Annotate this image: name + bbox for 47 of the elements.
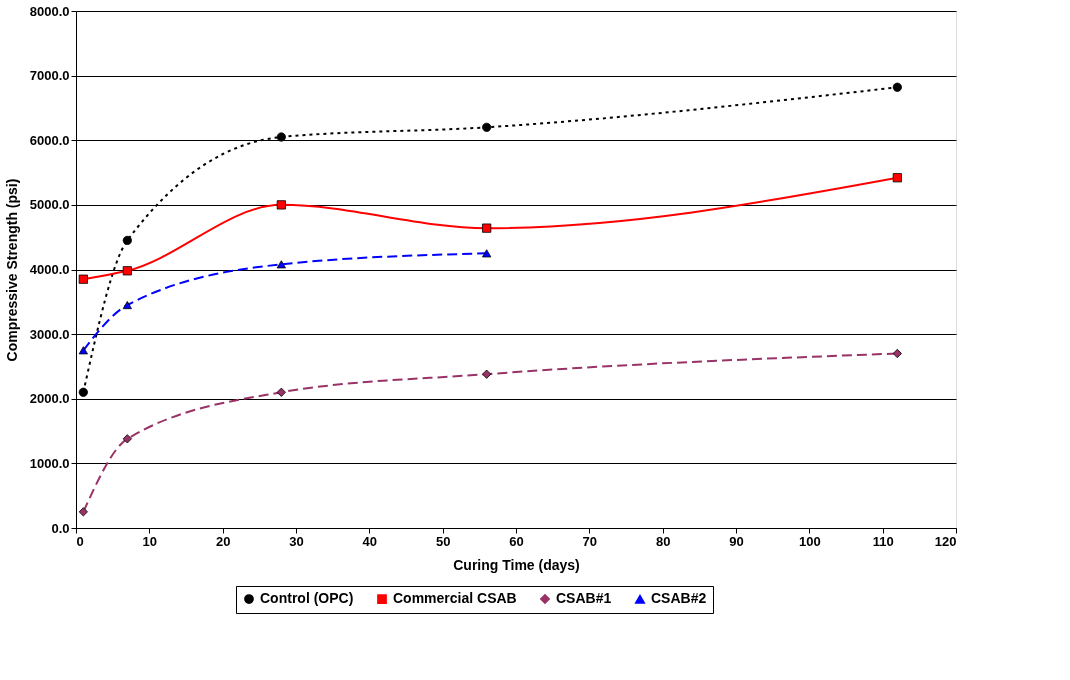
x-tick-label: 120	[934, 533, 957, 549]
point	[482, 223, 492, 233]
point	[892, 348, 902, 359]
legend-label: CSAB#1	[556, 590, 612, 607]
point	[78, 387, 88, 397]
x-tick-label: 110	[872, 533, 894, 549]
x-tick-label: 100	[798, 533, 821, 549]
y-tick-label: 0.0	[51, 520, 70, 536]
x-tick-label: 60	[509, 533, 524, 549]
point	[276, 132, 286, 142]
point	[122, 235, 132, 245]
x-tick-label: 70	[582, 533, 598, 549]
point	[78, 274, 88, 284]
point	[78, 507, 88, 517]
x-tick-label: 40	[362, 533, 378, 549]
x-tick-label: 50	[435, 533, 451, 549]
x-tick-label: 20	[215, 533, 231, 549]
point	[276, 200, 286, 210]
y-tick-label: 4000.0	[29, 262, 70, 277]
point	[892, 173, 902, 183]
legend-label: CSAB#2	[651, 590, 707, 607]
legend-label: Commercial CSAB	[393, 590, 517, 607]
y-tick-label: 6000.0	[29, 132, 70, 148]
point	[482, 369, 492, 379]
point	[78, 346, 88, 355]
x-tick-label: 10	[142, 533, 158, 549]
point	[122, 301, 132, 310]
y-tick-label: 7000.0	[29, 68, 70, 84]
x-tick-label: 80	[655, 533, 671, 549]
point	[122, 434, 132, 444]
point	[482, 122, 492, 132]
x-axis-title: Curing Time (days)	[453, 556, 580, 573]
y-tick-label: 5000.0	[29, 197, 70, 213]
point	[892, 82, 902, 92]
point	[276, 387, 286, 397]
y-tick-label: 3000.0	[29, 326, 70, 342]
point	[482, 249, 492, 258]
y-tick-label: 1000.0	[29, 455, 70, 471]
y-tick-label: 2000.0	[29, 391, 70, 407]
y-tick-label: 8000.0	[29, 3, 70, 19]
x-tick-label: 30	[289, 533, 304, 549]
y-axis-title: Compressive Strength (psi)	[3, 178, 20, 362]
legend-label: Control (OPC)	[260, 590, 354, 607]
x-tick-label: 90	[729, 533, 744, 549]
x-tick-label: 0	[76, 533, 84, 549]
point	[122, 266, 132, 276]
point	[276, 260, 286, 269]
